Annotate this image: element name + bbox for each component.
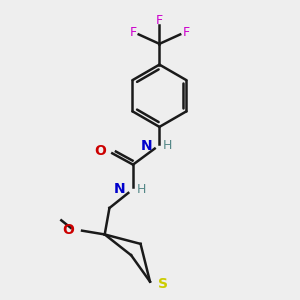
Text: F: F [156,14,163,27]
Text: O: O [95,144,106,158]
Text: N: N [140,139,152,153]
Text: O: O [63,223,74,237]
Text: S: S [158,277,167,290]
Text: N: N [114,182,125,196]
Text: H: H [137,183,146,196]
Text: F: F [130,26,136,39]
Text: H: H [163,139,172,152]
Text: F: F [182,26,189,39]
